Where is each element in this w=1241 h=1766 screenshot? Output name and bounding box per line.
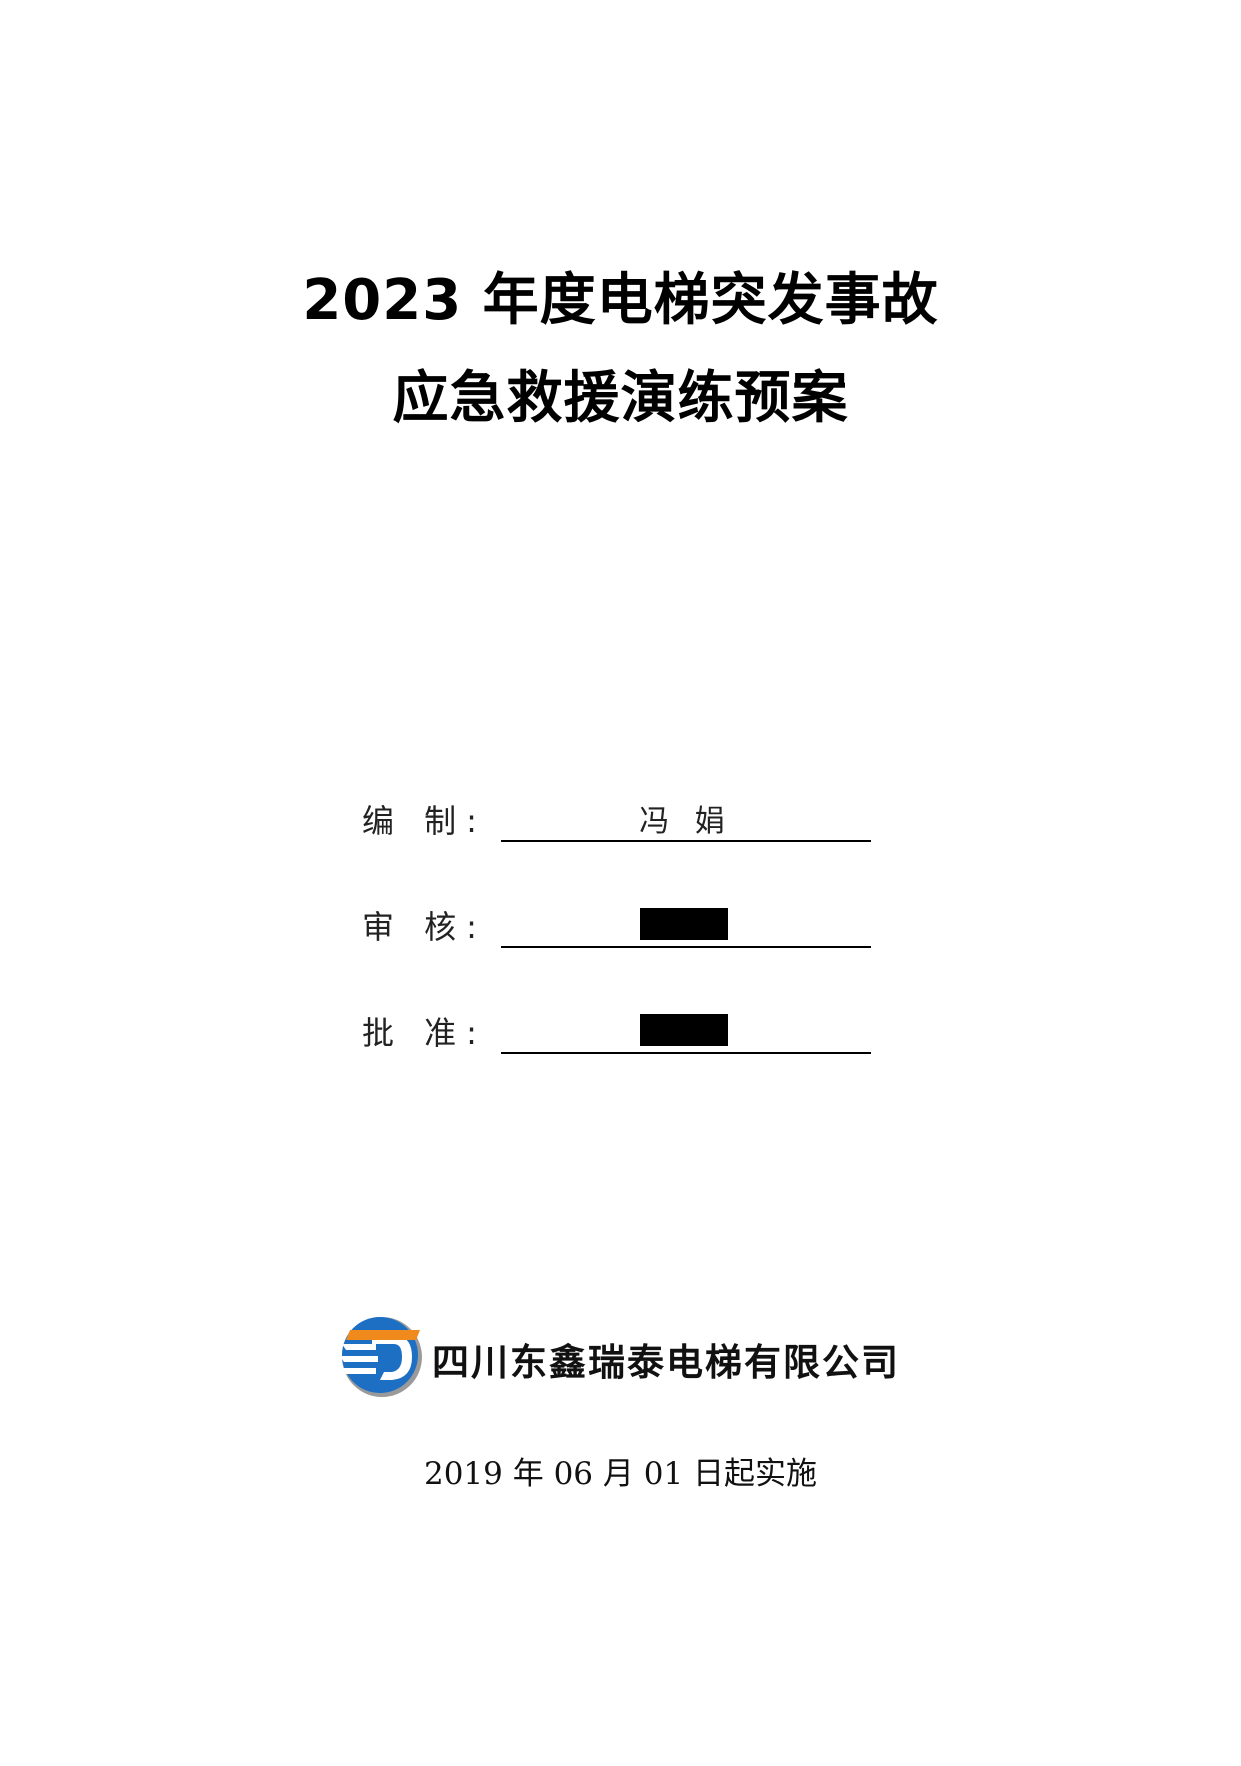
prepared-by-label: 编 制:: [362, 802, 487, 840]
reviewed-by-redaction: [640, 908, 728, 940]
company-name: 四川东鑫瑞泰电梯有限公司: [432, 1340, 900, 1384]
prepared-by-underline: [501, 840, 871, 842]
approved-by-label: 批 准:: [362, 1014, 487, 1052]
title-line-1: 2023 年度电梯突发事故: [302, 268, 939, 333]
document-title: 2023 年度电梯突发事故 应急救援演练预案: [0, 252, 1241, 448]
prepared-by-value: 冯 娟: [639, 804, 733, 839]
approved-by-redaction: [640, 1014, 728, 1046]
prepared-by-row: 编 制: 冯 娟: [0, 784, 1241, 844]
reviewed-by-label: 审 核:: [362, 908, 487, 946]
effective-date: 2019 年 06 月 01 日起实施: [423, 1456, 818, 1492]
company-logo-icon: [340, 1317, 422, 1397]
approved-by-row: 批 准:: [0, 996, 1241, 1056]
reviewed-by-underline: [501, 946, 871, 948]
approved-by-underline: [501, 1052, 871, 1054]
title-line-2: 应急救援演练预案: [392, 366, 849, 431]
reviewed-by-row: 审 核:: [0, 890, 1241, 950]
company-branding: 四川东鑫瑞泰电梯有限公司: [336, 1314, 916, 1404]
